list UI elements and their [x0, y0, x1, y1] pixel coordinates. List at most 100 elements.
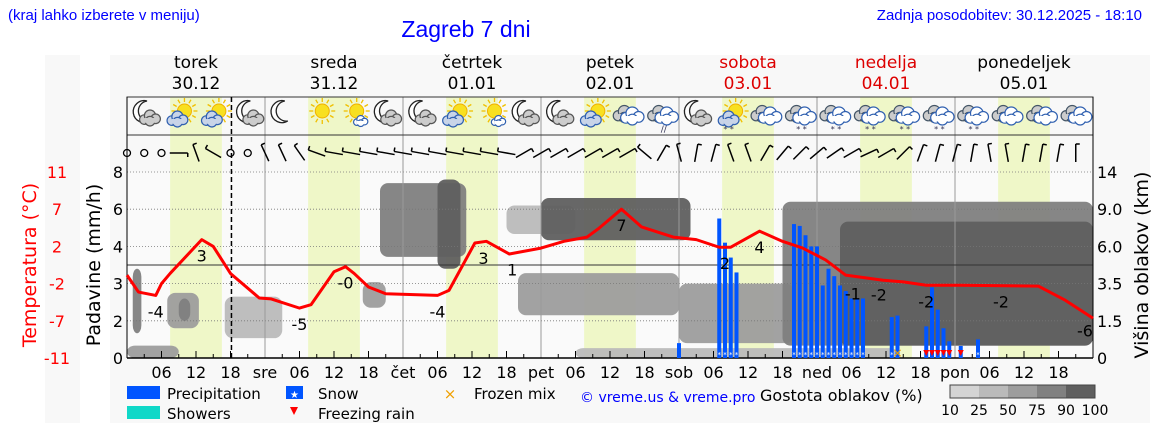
wind-shaft — [293, 145, 306, 161]
wind-shaft — [192, 144, 200, 162]
page-title: Zagreb 7 dni — [401, 16, 531, 42]
cloud-icon — [750, 104, 783, 126]
cloud-height-tick: 14 — [1097, 163, 1117, 182]
snow-marker: * — [821, 351, 825, 359]
wind-barb-icon — [710, 143, 720, 162]
cloud-fill — [385, 118, 397, 123]
wind-feather — [805, 146, 810, 150]
precipitation-bar — [734, 272, 739, 358]
wind-feather — [634, 148, 638, 153]
legend-freezing-rain-label: Freezing rain — [318, 405, 415, 423]
day-date: 05.01 — [1000, 74, 1049, 94]
cloud-snow-icon: * * — [888, 104, 921, 134]
cloud-fill — [695, 118, 707, 123]
wind-barb-icon — [358, 147, 378, 156]
sun-ray — [226, 114, 231, 119]
temperature-label: -4 — [148, 302, 164, 321]
wind-shaft — [497, 150, 516, 156]
sun-ray — [211, 99, 215, 104]
sun-ray — [501, 103, 507, 108]
temperature-tick: -7 — [49, 312, 65, 331]
cloud-icon — [1060, 104, 1093, 126]
temperature-axis-panel — [45, 55, 80, 423]
day-name: sobota — [719, 53, 777, 73]
density-swatch — [1008, 385, 1037, 398]
sun-ray — [482, 114, 488, 119]
wind-shaft — [428, 150, 447, 156]
temperature-label: -1 — [845, 284, 861, 303]
day-date: 30.12 — [172, 74, 221, 94]
wind-barb-icon — [860, 148, 880, 158]
wind-barb-icon — [637, 143, 652, 160]
cloud-snow-icon: * * — [853, 104, 886, 134]
wind-shaft — [792, 146, 807, 160]
wind-feather — [479, 147, 482, 152]
wind-barb-icon — [744, 142, 752, 162]
temperature-label: -0 — [338, 274, 354, 293]
sun-cloud-icon — [200, 98, 232, 128]
sun-ray — [743, 114, 748, 119]
sun-ray — [226, 103, 231, 108]
wind-calm-icon — [226, 148, 235, 158]
x-tick-day: pon — [940, 363, 970, 382]
wind-shaft — [359, 150, 378, 156]
wind-shaft — [411, 150, 430, 156]
sun-ray — [605, 114, 610, 119]
wind-feather — [260, 142, 266, 146]
cloud-height-axis-title: Višina oblakov (km) — [1131, 172, 1152, 359]
wind-calm-icon — [243, 148, 252, 158]
precipitation-bar — [803, 235, 808, 358]
x-tick-hour: 18 — [358, 363, 378, 382]
sun-ray — [326, 118, 330, 123]
x-tick-hour: 06 — [289, 363, 309, 382]
snow-marker: * — [798, 351, 802, 359]
wind-shaft — [1004, 144, 1010, 162]
wind-barb-icon — [896, 146, 913, 160]
wind-barb-icon — [462, 147, 481, 156]
temperature-label: -2 — [993, 293, 1009, 312]
sun-ray — [345, 114, 350, 119]
x-tick-hour: 06 — [979, 363, 999, 382]
wind-barb-icon — [916, 143, 928, 162]
wind-barb-icon — [693, 143, 702, 162]
legend-showers-swatch — [127, 406, 160, 419]
wind-shaft — [826, 147, 843, 159]
density-swatch — [1066, 385, 1095, 398]
snow-marker: * — [850, 351, 854, 359]
sun-ray — [590, 99, 594, 104]
legend-frozen-mix-icon: × — [444, 385, 457, 403]
temperature-label: 2 — [720, 254, 730, 273]
moon-cloud-icon — [408, 99, 437, 127]
cloud-fill — [660, 116, 674, 122]
wind-shaft — [463, 150, 481, 156]
wind-barb-icon — [877, 147, 897, 159]
wind-feather — [293, 142, 299, 147]
wind-shaft — [860, 148, 878, 158]
snow-marker: * — [844, 351, 848, 359]
legend-showers-label: Showers — [167, 405, 231, 423]
day-date: 04.01 — [862, 74, 911, 94]
x-tick-hour: 06 — [841, 363, 861, 382]
cloud-height-tick: 9.0 — [1097, 200, 1122, 219]
sun-ray — [191, 114, 197, 119]
freezing-rain-marker — [929, 350, 935, 356]
sun-ray — [315, 118, 319, 123]
wind-barb-icon — [1038, 143, 1047, 162]
wind-shaft — [308, 149, 326, 157]
sun-ray — [487, 118, 491, 123]
wind-calm-icon — [140, 148, 149, 158]
cloud-fill — [901, 116, 915, 122]
x-tick-hour: 18 — [1048, 363, 1068, 382]
copyright-link[interactable]: © vreme.us & vreme.pro — [580, 390, 755, 406]
sun-ray — [498, 99, 502, 104]
cloud-fill — [144, 118, 156, 123]
wind-shaft — [480, 150, 499, 156]
wind-feather — [204, 144, 209, 149]
x-tick-hour: 18 — [772, 363, 792, 382]
moon-cloud-icon — [511, 99, 540, 127]
day-date: 01.01 — [448, 74, 497, 94]
sun-small-cloud-icon — [481, 98, 508, 128]
x-tick-hour: 18 — [220, 363, 240, 382]
sun-ray — [482, 103, 488, 108]
wind-shaft — [726, 144, 735, 162]
